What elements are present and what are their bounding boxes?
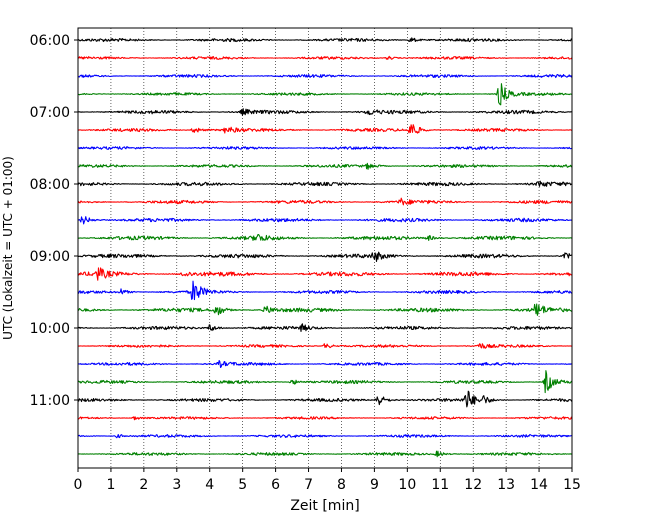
trace-0715	[77, 124, 573, 134]
x-tick-label: 9	[370, 477, 379, 493]
x-tick-label: 8	[337, 477, 346, 493]
trace-0730	[77, 146, 573, 150]
x-axis-label: Zeit [min]	[290, 498, 359, 514]
x-tick-label: 2	[139, 477, 148, 493]
trace-1015	[77, 343, 573, 349]
x-tick-label: 1	[106, 477, 115, 493]
trace-1100	[77, 390, 573, 408]
x-tick-label: 12	[464, 477, 482, 493]
y-tick-label: 07:00	[30, 105, 70, 121]
x-tick-label: 13	[497, 477, 515, 493]
x-tick-label: 6	[271, 477, 280, 493]
trace-0630	[77, 73, 573, 79]
x-tick-label: 15	[563, 477, 581, 493]
x-tick-label: 10	[398, 477, 416, 493]
y-tick-label: 10:00	[30, 321, 70, 337]
trace-0645	[77, 83, 573, 106]
x-tick-label: 0	[74, 477, 83, 493]
x-tick-label: 11	[431, 477, 449, 493]
y-axis-label: UTC (Lokalzeit = UTC + 01:00)	[1, 156, 15, 340]
trace-1115	[77, 416, 573, 421]
seismogram-traces	[77, 37, 573, 458]
y-tick-label: 09:00	[30, 249, 70, 265]
x-tick-label: 4	[205, 477, 214, 493]
trace-0945	[77, 303, 573, 316]
trace-0815	[77, 197, 573, 206]
y-axis-ticks: 06:00 07:00 08:00 09:00 10:00 11:00	[30, 33, 78, 409]
vertical-gridlines	[110, 28, 540, 468]
y-tick-label: 11:00	[30, 393, 70, 409]
y-tick-label: 06:00	[30, 33, 70, 49]
trace-1000	[77, 323, 573, 333]
trace-0930	[77, 280, 573, 301]
trace-0600	[77, 37, 573, 43]
x-tick-label: 3	[172, 477, 181, 493]
trace-0615	[77, 55, 573, 60]
trace-0700	[77, 108, 573, 116]
trace-0900	[77, 251, 573, 262]
trace-1030	[77, 360, 573, 369]
trace-1145	[77, 450, 573, 458]
x-tick-label: 14	[530, 477, 548, 493]
trace-0800	[77, 180, 573, 187]
trace-0845	[77, 233, 573, 241]
trace-1045	[77, 370, 573, 394]
plot-frame	[77, 27, 573, 469]
y-tick-label: 08:00	[30, 177, 70, 193]
trace-0830	[77, 216, 573, 225]
x-tick-label: 5	[238, 477, 247, 493]
trace-0745	[77, 162, 573, 170]
trace-1130	[77, 434, 573, 439]
trace-0915	[77, 267, 573, 281]
x-tick-label: 7	[304, 477, 313, 493]
x-axis-ticks: 0 1 2 3 4 5 6 7 8 9 10 11 12 13 14 15	[74, 468, 581, 493]
